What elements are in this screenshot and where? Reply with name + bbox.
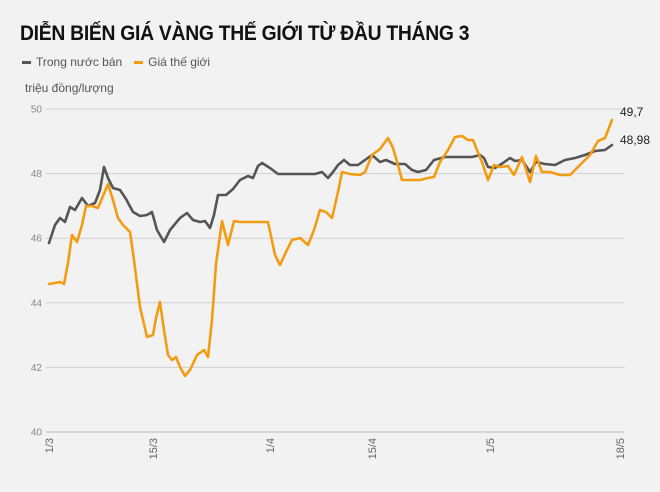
x-tick-label: 18/5 — [615, 438, 627, 459]
y-tick-label: 42 — [31, 363, 43, 374]
x-tick-label: 1/5 — [485, 438, 497, 453]
chart-title: DIỄN BIẾN GIÁ VÀNG THẾ GIỚI TỪ ĐẦU THÁNG… — [20, 22, 470, 45]
x-tick-label: 1/3 — [44, 438, 56, 453]
x-tick-label: 15/4 — [367, 438, 379, 459]
y-tick-label: 50 — [31, 105, 43, 116]
end-label-domestic: 48,98 — [620, 133, 650, 147]
x-tick-label: 1/4 — [265, 438, 277, 453]
legend: Trong nước bán Giá thế giới — [22, 55, 210, 69]
legend-item-world: Giá thế giới — [134, 55, 210, 69]
legend-swatch-domestic — [22, 60, 31, 64]
y-tick-label: 46 — [31, 234, 43, 245]
x-axis-ticks: 1/3 15/3 1/4 15/4 1/5 18/5 — [44, 438, 627, 459]
legend-item-domestic: Trong nước bán — [22, 55, 122, 69]
series-line-domestic — [47, 143, 614, 245]
y-tick-label: 44 — [31, 298, 43, 309]
series-line-world — [47, 118, 614, 378]
y-tick-label: 48 — [31, 169, 43, 180]
y-axis-unit: triệu đồng/lượng — [25, 81, 114, 95]
end-label-world: 49,7 — [620, 105, 644, 119]
legend-label-domestic: Trong nước bán — [36, 55, 123, 69]
legend-swatch-world — [134, 60, 144, 64]
x-tick-label: 15/3 — [148, 438, 160, 459]
legend-label-world: Giá thế giới — [148, 55, 211, 69]
y-tick-label: 40 — [31, 428, 43, 439]
y-axis-ticks: 40 42 44 46 48 50 — [31, 105, 43, 439]
gridlines — [46, 108, 625, 433]
